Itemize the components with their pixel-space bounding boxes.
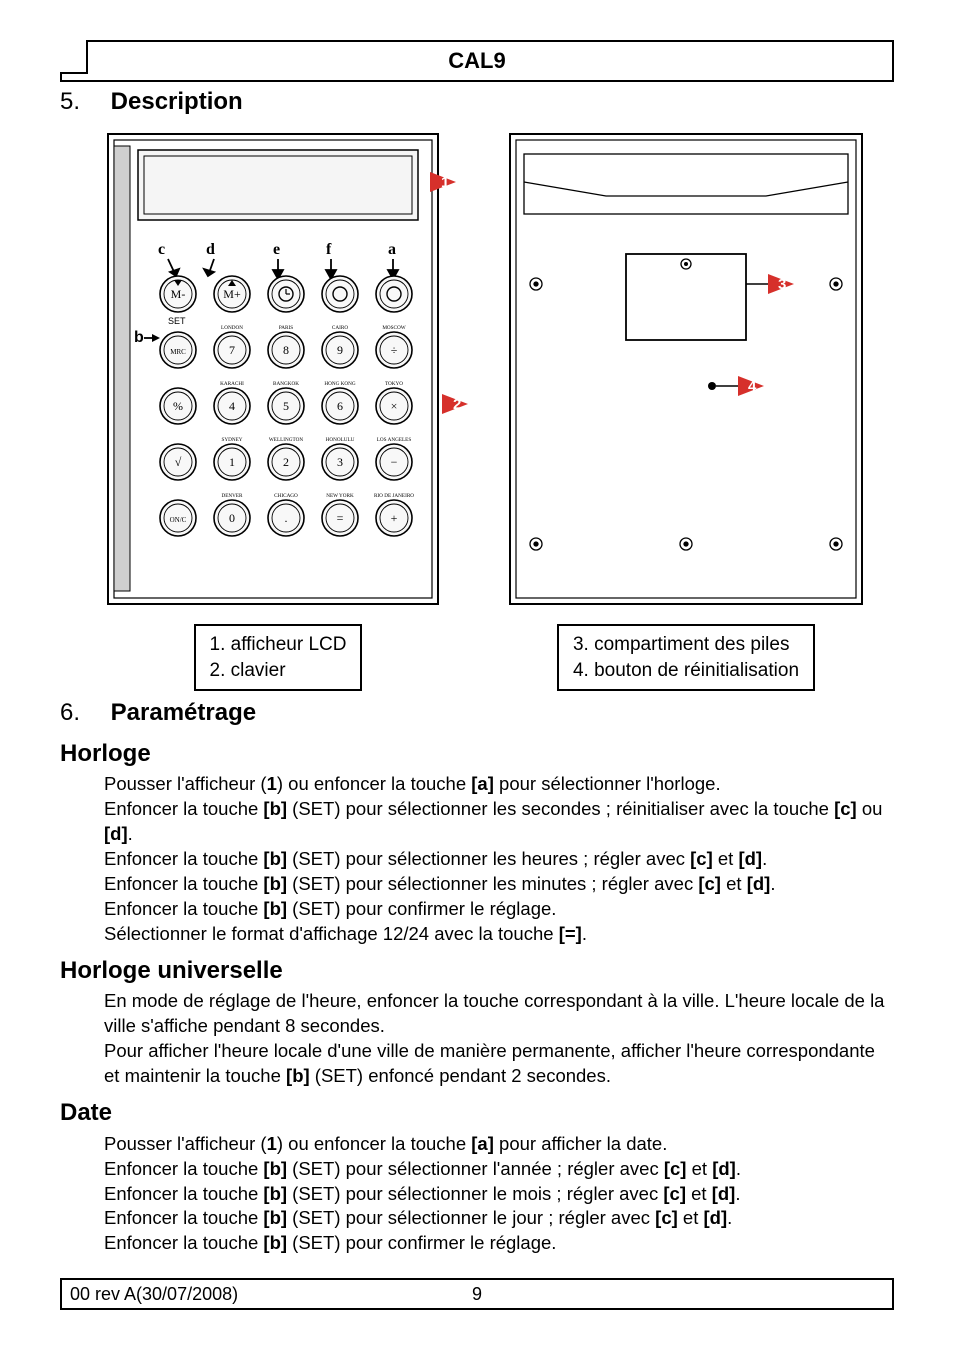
figure-right-col: 3 4 3. compartiment des piles 4. bouton …	[496, 124, 876, 691]
svg-text:MOSCOW: MOSCOW	[382, 325, 405, 331]
callout-3: 3	[778, 276, 786, 293]
horloge-univ-body: En mode de réglage de l'heure, enfoncer …	[60, 989, 894, 1089]
svg-text:0: 0	[229, 511, 235, 525]
svg-text:RIO DE JANEIRO: RIO DE JANEIRO	[374, 493, 414, 499]
svg-text:LONDON: LONDON	[221, 325, 243, 331]
figures-row: 1 c d e f a b SET M-M+MRC789÷LONDO	[60, 124, 894, 691]
figure-right-caption: 3. compartiment des piles 4. bouton de r…	[557, 624, 815, 691]
svg-text:÷: ÷	[391, 343, 398, 357]
svg-text:M-: M-	[171, 287, 186, 301]
figure-left-caption: 1. afficheur LCD 2. clavier	[194, 624, 363, 691]
svg-text:MRC: MRC	[170, 348, 186, 356]
section-6-heading: 6. Paramétrage	[60, 697, 894, 729]
callout-1: 1	[441, 174, 449, 191]
horloge-univ-heading: Horloge universelle	[60, 955, 894, 987]
svg-text:d: d	[206, 241, 215, 258]
svg-text:PARIS: PARIS	[279, 325, 293, 331]
horloge-heading: Horloge	[60, 738, 894, 770]
svg-text:2: 2	[283, 455, 289, 469]
figure-right: 3 4	[496, 124, 876, 614]
svg-text:1: 1	[229, 455, 235, 469]
horloge-body: Pousser l'afficheur (1) ou enfoncer la t…	[60, 772, 894, 947]
caption-left-2: 2. clavier	[210, 658, 347, 684]
section-5-num: 5.	[60, 86, 104, 118]
svg-text:4: 4	[229, 399, 235, 413]
title-text: CAL9	[448, 48, 505, 73]
svg-text:LOS ANGELES: LOS ANGELES	[377, 437, 412, 443]
section-5-title: Description	[111, 88, 243, 115]
svg-text:HONG KONG: HONG KONG	[324, 381, 356, 387]
svg-text:6: 6	[337, 399, 343, 413]
svg-text:8: 8	[283, 343, 289, 357]
svg-text:SET: SET	[168, 316, 186, 326]
caption-right-1: 3. compartiment des piles	[573, 632, 799, 658]
svg-text:a: a	[388, 241, 396, 258]
svg-text:M+: M+	[223, 287, 241, 301]
svg-text:b: b	[134, 329, 144, 346]
date-body: Pousser l'afficheur (1) ou enfoncer la t…	[60, 1132, 894, 1257]
date-heading: Date	[60, 1097, 894, 1129]
svg-text:5: 5	[283, 399, 289, 413]
svg-text:+: +	[391, 511, 398, 525]
caption-left-1: 1. afficheur LCD	[210, 632, 347, 658]
svg-text:c: c	[158, 241, 165, 258]
caption-right-2: 4. bouton de réinitialisation	[573, 658, 799, 684]
svg-text:HONOLULU: HONOLULU	[326, 437, 355, 443]
svg-text:CAIRO: CAIRO	[332, 325, 348, 331]
svg-text:WELLINGTON: WELLINGTON	[269, 437, 303, 443]
callout-2: 2	[453, 396, 461, 413]
svg-text:e: e	[273, 241, 280, 258]
svg-text:BANGKOK: BANGKOK	[273, 381, 299, 387]
svg-text:×: ×	[391, 399, 398, 413]
svg-text:NEW YORK: NEW YORK	[326, 493, 354, 499]
title-notch	[60, 40, 88, 74]
figure-left-col: 1 c d e f a b SET M-M+MRC789÷LONDO	[78, 124, 478, 691]
callout-4: 4	[748, 378, 757, 395]
footer-page: 9	[472, 1282, 482, 1306]
svg-text:CHICAGO: CHICAGO	[274, 493, 298, 499]
svg-text:=: =	[337, 511, 344, 525]
svg-text:9: 9	[337, 343, 343, 357]
figure-left: 1 c d e f a b SET M-M+MRC789÷LONDO	[78, 124, 478, 614]
svg-text:DENVER: DENVER	[221, 493, 243, 499]
svg-text:−: −	[391, 455, 398, 469]
title-box: CAL9	[60, 40, 894, 82]
section-5-heading: 5. Description	[60, 86, 894, 118]
section-6-num: 6.	[60, 697, 104, 729]
svg-text:KARACHI: KARACHI	[220, 381, 244, 387]
svg-text:ON/C: ON/C	[170, 516, 187, 524]
svg-text:√: √	[175, 455, 182, 469]
svg-text:f: f	[326, 241, 332, 258]
svg-text:%: %	[173, 399, 183, 413]
svg-text:SYDNEY: SYDNEY	[221, 437, 242, 443]
svg-text:7: 7	[229, 343, 235, 357]
footer: 00 rev A(30/07/2008) 9	[60, 1278, 894, 1310]
section-6-title: Paramétrage	[111, 699, 256, 726]
svg-text:3: 3	[337, 455, 343, 469]
svg-text:TOKYO: TOKYO	[385, 381, 403, 387]
svg-text:.: .	[285, 511, 288, 525]
